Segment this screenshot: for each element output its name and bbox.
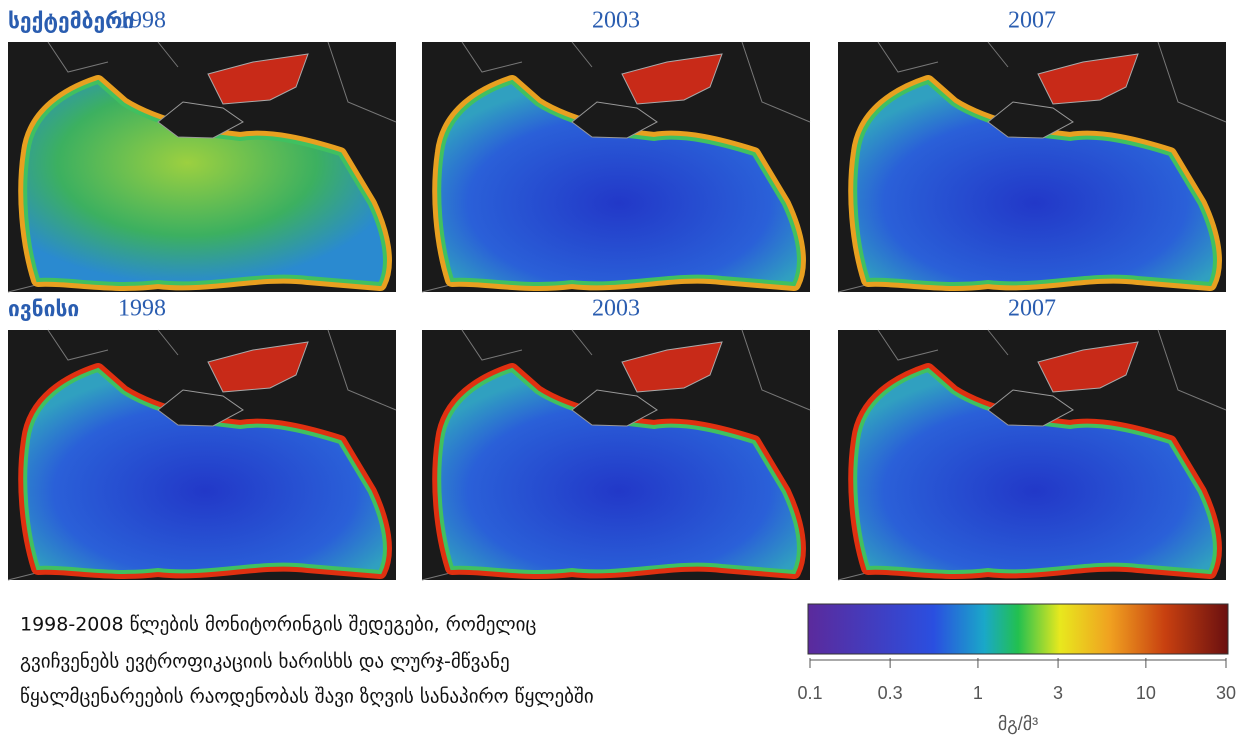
- caption-line: 1998-2008 წლების მონიტორინგის შედეგები, …: [20, 614, 536, 636]
- page: სექტემბერი ივნისი 1998-2008 წლების მონიტ…: [0, 0, 1249, 744]
- tick-label: 0.1: [797, 683, 822, 703]
- map-panel: [8, 42, 396, 292]
- map-panel: [422, 330, 810, 580]
- colorbar: [808, 604, 1228, 654]
- year-label: 1998: [118, 8, 166, 34]
- tick-label: 3: [1053, 683, 1063, 703]
- map-panel: [8, 330, 396, 580]
- tick-label: 0.3: [878, 683, 903, 703]
- year-label: 2003: [592, 296, 640, 322]
- row-label: ივნისი: [8, 297, 79, 321]
- map-panel: [838, 42, 1226, 292]
- caption-line: გვიჩვენებს ევტროფიკაციის ხარისხს და ლურჯ…: [20, 651, 510, 673]
- year-label: 2007: [1008, 8, 1056, 34]
- row-label: სექტემბერი: [8, 9, 134, 33]
- map-panel: [838, 330, 1226, 580]
- map-panel: [422, 42, 810, 292]
- year-label: 1998: [118, 296, 166, 322]
- tick-label: 1: [973, 683, 983, 703]
- tick-label: 30: [1216, 683, 1236, 703]
- year-label: 2003: [592, 8, 640, 34]
- tick-label: 10: [1136, 683, 1156, 703]
- caption-line: წყალმცენარეების რაოდენობას შავი ზღვის სა…: [20, 686, 594, 708]
- year-label: 2007: [1008, 296, 1056, 322]
- figure: სექტემბერი ივნისი 1998-2008 წლების მონიტ…: [0, 0, 1249, 744]
- colorbar-unit: მგ/მ³: [998, 714, 1038, 735]
